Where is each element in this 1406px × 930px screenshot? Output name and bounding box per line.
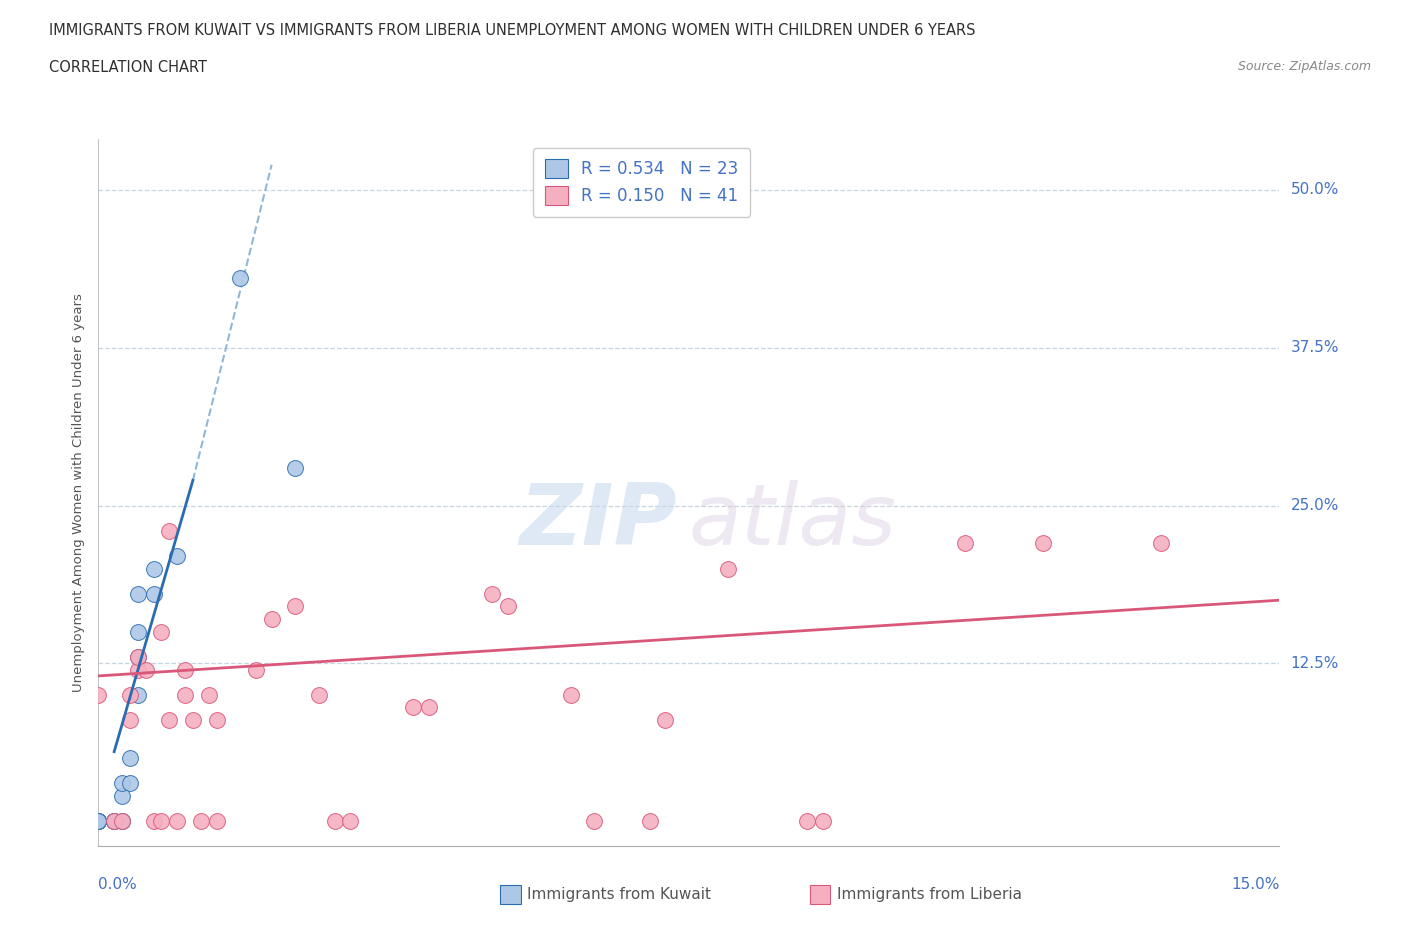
Point bbox=[339, 814, 361, 829]
Point bbox=[284, 460, 307, 475]
Point bbox=[118, 776, 141, 790]
Point bbox=[142, 587, 165, 602]
Text: atlas: atlas bbox=[689, 480, 897, 563]
Text: Immigrants from Kuwait: Immigrants from Kuwait bbox=[527, 887, 711, 902]
Bar bbox=[501, 885, 520, 904]
Point bbox=[181, 712, 204, 727]
Point bbox=[111, 814, 134, 829]
Point bbox=[205, 712, 228, 727]
Point bbox=[87, 687, 110, 702]
Point bbox=[166, 814, 188, 829]
Point bbox=[197, 687, 219, 702]
Point bbox=[142, 814, 165, 829]
Point bbox=[150, 814, 173, 829]
Point bbox=[953, 536, 976, 551]
Point bbox=[111, 776, 134, 790]
Point bbox=[308, 687, 330, 702]
Point bbox=[127, 649, 149, 664]
Text: 25.0%: 25.0% bbox=[1291, 498, 1339, 513]
Point bbox=[481, 587, 503, 602]
Point bbox=[87, 814, 110, 829]
Point bbox=[135, 662, 157, 677]
Point bbox=[87, 814, 110, 829]
Text: IMMIGRANTS FROM KUWAIT VS IMMIGRANTS FROM LIBERIA UNEMPLOYMENT AMONG WOMEN WITH : IMMIGRANTS FROM KUWAIT VS IMMIGRANTS FRO… bbox=[49, 23, 976, 38]
Point bbox=[127, 587, 149, 602]
Point bbox=[103, 814, 125, 829]
Text: CORRELATION CHART: CORRELATION CHART bbox=[49, 60, 207, 75]
Point bbox=[811, 814, 834, 829]
Point bbox=[418, 700, 440, 715]
Point bbox=[1032, 536, 1054, 551]
Point bbox=[260, 612, 283, 627]
Point bbox=[166, 549, 188, 564]
Point bbox=[205, 814, 228, 829]
Point bbox=[87, 814, 110, 829]
Point bbox=[118, 687, 141, 702]
Point bbox=[174, 662, 197, 677]
Point bbox=[583, 814, 606, 829]
Point bbox=[127, 649, 149, 664]
Point bbox=[150, 624, 173, 639]
Point bbox=[103, 814, 125, 829]
Text: ZIP: ZIP bbox=[519, 480, 678, 563]
Y-axis label: Unemployment Among Women with Children Under 6 years: Unemployment Among Women with Children U… bbox=[72, 294, 86, 692]
Point bbox=[118, 712, 141, 727]
Point bbox=[157, 524, 180, 538]
Point bbox=[157, 712, 180, 727]
Point bbox=[496, 599, 519, 614]
Point bbox=[323, 814, 346, 829]
Point bbox=[284, 599, 307, 614]
Point bbox=[142, 561, 165, 576]
Text: 12.5%: 12.5% bbox=[1291, 656, 1339, 671]
Point bbox=[190, 814, 212, 829]
Point bbox=[174, 687, 197, 702]
Legend: R = 0.534   N = 23, R = 0.150   N = 41: R = 0.534 N = 23, R = 0.150 N = 41 bbox=[533, 148, 751, 217]
Point bbox=[111, 814, 134, 829]
Point bbox=[111, 814, 134, 829]
Point bbox=[229, 271, 252, 286]
Point bbox=[796, 814, 818, 829]
Point bbox=[103, 814, 125, 829]
Point bbox=[87, 814, 110, 829]
Text: Immigrants from Liberia: Immigrants from Liberia bbox=[837, 887, 1022, 902]
Text: 15.0%: 15.0% bbox=[1232, 877, 1279, 892]
Text: 0.0%: 0.0% bbox=[98, 877, 138, 892]
Text: 37.5%: 37.5% bbox=[1291, 340, 1339, 355]
Point bbox=[111, 789, 134, 804]
Point bbox=[245, 662, 267, 677]
Point bbox=[638, 814, 661, 829]
Point bbox=[560, 687, 582, 702]
Point bbox=[118, 751, 141, 765]
Bar bbox=[810, 885, 830, 904]
Point bbox=[127, 662, 149, 677]
Text: Source: ZipAtlas.com: Source: ZipAtlas.com bbox=[1237, 60, 1371, 73]
Text: 50.0%: 50.0% bbox=[1291, 182, 1339, 197]
Point bbox=[103, 814, 125, 829]
Point bbox=[717, 561, 740, 576]
Point bbox=[1150, 536, 1173, 551]
Point bbox=[127, 624, 149, 639]
Point bbox=[654, 712, 676, 727]
Point bbox=[87, 814, 110, 829]
Point bbox=[127, 687, 149, 702]
Point bbox=[402, 700, 425, 715]
